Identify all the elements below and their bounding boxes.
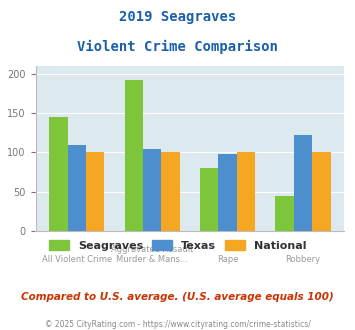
Bar: [125, 80, 143, 231]
Text: Robbery: Robbery: [285, 254, 321, 264]
Bar: [312, 152, 331, 231]
Bar: [237, 152, 255, 231]
Bar: [200, 168, 218, 231]
Bar: [275, 196, 294, 231]
Text: Rape: Rape: [217, 254, 238, 264]
Text: Compared to U.S. average. (U.S. average equals 100): Compared to U.S. average. (U.S. average …: [21, 292, 334, 302]
Text: Aggravated Assault: Aggravated Assault: [111, 245, 193, 254]
Bar: [294, 135, 312, 231]
Bar: [162, 152, 180, 231]
Text: All Violent Crime: All Violent Crime: [42, 254, 112, 264]
Text: 2019 Seagraves: 2019 Seagraves: [119, 10, 236, 24]
Bar: [68, 145, 86, 231]
Bar: [86, 152, 104, 231]
Legend: Seagraves, Texas, National: Seagraves, Texas, National: [44, 235, 311, 255]
Text: Murder & Mans...: Murder & Mans...: [116, 254, 188, 264]
Bar: [143, 148, 162, 231]
Bar: [49, 117, 68, 231]
Text: Violent Crime Comparison: Violent Crime Comparison: [77, 40, 278, 54]
Bar: [218, 154, 237, 231]
Text: © 2025 CityRating.com - https://www.cityrating.com/crime-statistics/: © 2025 CityRating.com - https://www.city…: [45, 320, 310, 329]
